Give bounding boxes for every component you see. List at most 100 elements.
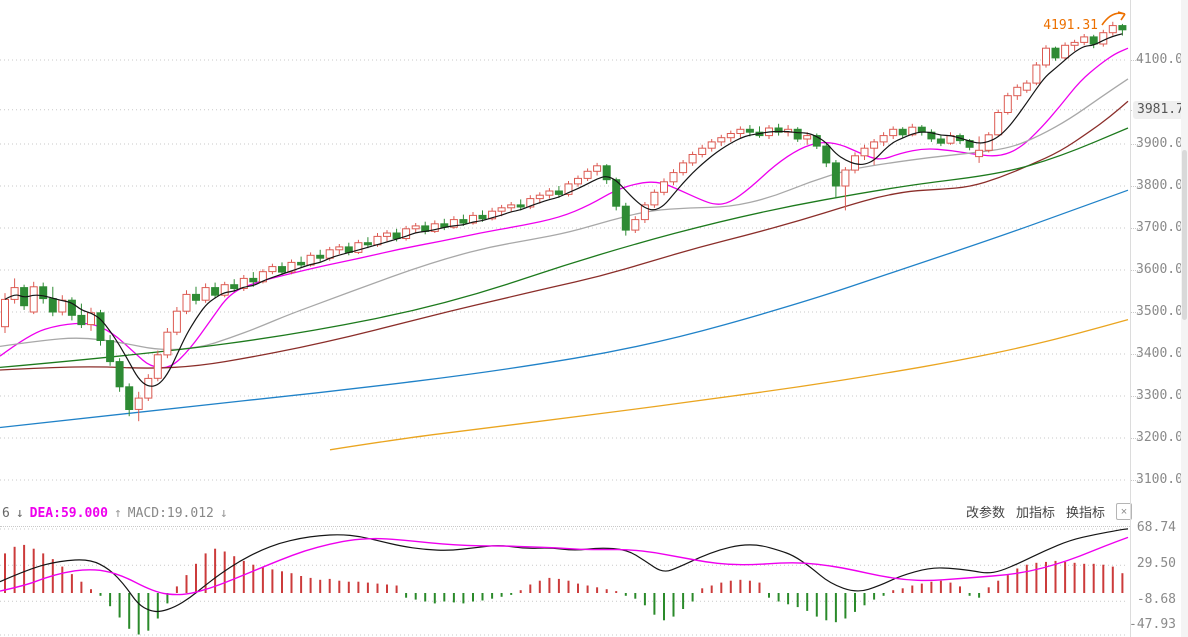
close-indicator-button[interactable]: × — [1116, 503, 1132, 520]
candle-down — [612, 177, 621, 211]
candle-up — [870, 139, 879, 165]
candle-up — [1080, 34, 1089, 46]
price-tick-label: 4100.00 — [1136, 52, 1188, 67]
candle-down — [297, 256, 306, 268]
dif-line — [0, 528, 1129, 613]
candle-up — [707, 139, 716, 152]
candle-up — [1070, 39, 1079, 51]
candle-down — [917, 125, 926, 136]
price-axis: 4100.00 3981.71 3900.00 3800.00 3700.00 3600.… — [1129, 0, 1188, 637]
current-price-label: 3981.71 — [1133, 101, 1188, 119]
candle-up — [201, 283, 210, 303]
ma-line-ma20 — [0, 78, 1129, 351]
change-params-button[interactable]: 改参数 — [966, 505, 1006, 520]
candle-down — [898, 127, 907, 138]
price-tick-label: 3100.00 — [1136, 472, 1188, 487]
macd-tick-label: -8.68 — [1136, 592, 1176, 607]
price-tick-label: 3900.00 — [1136, 136, 1188, 151]
candle-up — [239, 275, 248, 291]
candle-down — [459, 214, 468, 226]
candle-up — [430, 220, 439, 233]
candle-down — [106, 335, 115, 366]
trend-arrow-icon — [1101, 11, 1126, 26]
indicator-toolbar: 改参数 加指标 换指标 × — [966, 502, 1132, 521]
candle-up — [860, 144, 869, 160]
price-tick-label: 3800.00 — [1136, 178, 1188, 193]
candle-up — [803, 132, 812, 145]
down-arrow-icon: ↓ — [219, 505, 228, 521]
candle-up — [564, 181, 573, 197]
candle-up — [545, 188, 554, 199]
axis-tick-mark — [1131, 312, 1140, 313]
candle-up — [497, 204, 506, 217]
candle-up — [535, 192, 544, 204]
candle-down — [621, 202, 630, 236]
axis-tick-mark — [1131, 60, 1140, 61]
candle-up — [1108, 21, 1117, 36]
switch-indicator-button[interactable]: 换指标 — [1066, 505, 1106, 520]
candle-up — [650, 189, 659, 208]
candle-down — [831, 160, 840, 198]
add-indicator-button[interactable]: 加指标 — [1016, 505, 1056, 520]
candle-down — [554, 186, 563, 198]
candle-down — [793, 127, 802, 142]
candle-up — [583, 168, 592, 181]
candle-down — [1089, 34, 1098, 49]
macd-tick-label: 68.74 — [1136, 520, 1176, 535]
axis-tick-mark — [1131, 270, 1140, 271]
candle-down — [39, 282, 48, 304]
ma-line-ma60 — [0, 127, 1129, 369]
price-tick-label: 3600.00 — [1136, 262, 1188, 277]
candle-up — [1099, 29, 1108, 47]
candle-up — [698, 144, 707, 158]
ma-line-ma250 — [329, 318, 1129, 451]
candle-up — [87, 307, 95, 331]
candle-up — [1013, 84, 1022, 100]
axis-tick-mark — [1131, 144, 1140, 145]
candle-down — [755, 126, 764, 138]
candlestick-chart[interactable]: 4191.31 — [0, 0, 1130, 500]
candle-up — [1061, 42, 1070, 60]
candle-up — [736, 126, 745, 138]
candle-down — [316, 249, 325, 262]
candle-down — [48, 286, 57, 317]
close-icon: × — [1120, 505, 1128, 518]
candle-up — [58, 295, 67, 316]
candle-up — [526, 195, 535, 210]
scrollbar-thumb[interactable] — [1182, 150, 1187, 320]
macd-tick-label: -47.93 — [1129, 617, 1176, 632]
candle-up — [1003, 92, 1012, 115]
macd-chart[interactable] — [0, 526, 1130, 637]
candle-up — [784, 125, 793, 137]
candle-down — [516, 199, 525, 211]
scrollbar[interactable] — [1181, 0, 1188, 637]
candle-down — [249, 272, 258, 287]
candle-down — [478, 210, 487, 222]
candle-down — [192, 286, 200, 305]
down-arrow-icon: ↓ — [15, 505, 24, 521]
candle-down — [1051, 46, 1060, 61]
candle-up — [688, 151, 697, 166]
candle-up — [449, 216, 458, 229]
candle-up — [182, 290, 191, 315]
candle-down — [822, 144, 831, 168]
candle-up — [975, 136, 984, 163]
candle-down — [125, 383, 134, 417]
candle-up — [669, 169, 678, 186]
candle-down — [230, 279, 239, 292]
candle-up — [29, 281, 38, 315]
indicator-header: 6 ↓ DEA:59.000 ↑ MACD:19.012 ↓ — [2, 503, 228, 523]
candle-up — [507, 202, 516, 212]
candle-up — [889, 126, 898, 139]
price-tick-label: 3500.00 — [1136, 304, 1188, 319]
candle-up — [1022, 80, 1031, 93]
candle-up — [593, 162, 602, 176]
price-tick-label: 3700.00 — [1136, 220, 1188, 235]
candle-up — [879, 132, 888, 147]
candle-up — [717, 134, 726, 147]
price-tick-label: 3200.00 — [1136, 430, 1188, 445]
dea-value-label: DEA:59.000 — [29, 505, 108, 521]
candle-down — [1118, 23, 1127, 36]
candle-up — [287, 259, 296, 275]
